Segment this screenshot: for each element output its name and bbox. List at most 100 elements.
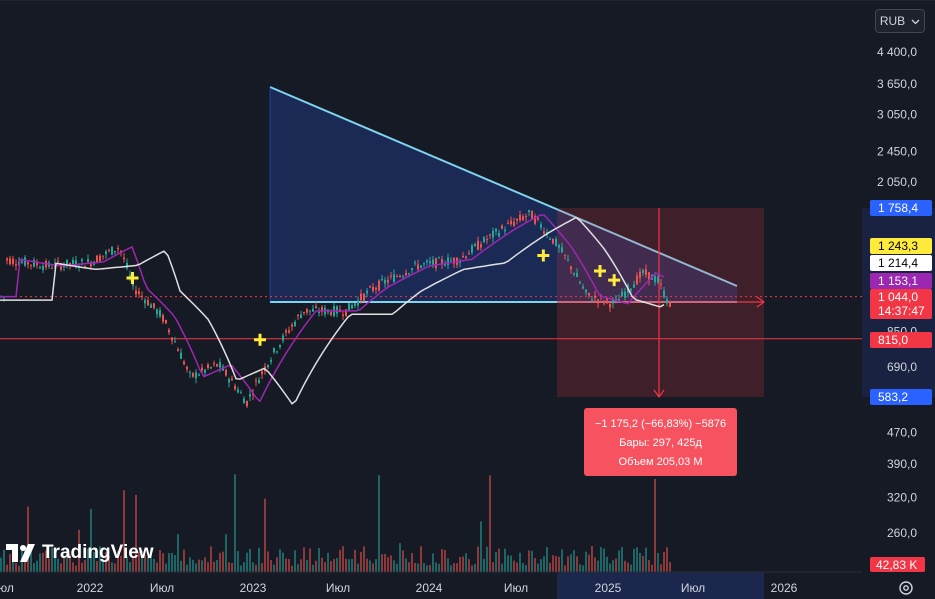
volume-bar [114, 563, 116, 572]
candle-body [405, 272, 407, 276]
candle-body [270, 359, 272, 362]
candle-body [522, 216, 524, 221]
volume-bar [354, 549, 356, 572]
candle-body [177, 349, 179, 352]
volume-bar [567, 556, 569, 572]
volume-bar [474, 564, 476, 572]
volume-bar [492, 562, 494, 572]
candle-body [642, 269, 644, 274]
volume-bar [45, 550, 47, 572]
candle-body [360, 293, 362, 301]
volume-bar [432, 553, 434, 572]
candle-body [417, 264, 419, 270]
candle-body [180, 352, 182, 359]
volume-bar [519, 552, 521, 572]
candle-body [621, 291, 623, 297]
volume-bar [75, 565, 77, 572]
volume-bar [174, 555, 176, 572]
candle-body [240, 392, 242, 394]
candle-body [399, 275, 401, 277]
candle-body [276, 351, 278, 353]
volume-bar [597, 560, 599, 572]
volume-bar [204, 557, 206, 572]
candle-body [336, 306, 338, 314]
volume-bar [528, 550, 530, 572]
volume-bar [525, 565, 527, 572]
candle-body [492, 230, 494, 238]
candle-body [564, 254, 566, 256]
candle-body [198, 374, 200, 376]
candle-body [603, 301, 605, 304]
volume-bar [99, 546, 101, 572]
price-tick-label: 320,0 [887, 491, 917, 505]
price-badge-label: 815,0 [878, 333, 908, 347]
candle-body [423, 263, 425, 265]
volume-bar [378, 475, 380, 572]
volume-bar [309, 548, 311, 572]
volume-bar [105, 552, 107, 572]
candle-body [495, 228, 497, 232]
volume-bar [165, 563, 167, 572]
volume-bar [189, 557, 191, 572]
volume-bar [465, 553, 467, 572]
candle-body [12, 258, 14, 264]
volume-bar [459, 557, 461, 572]
candle-body [30, 264, 32, 266]
candle-body [660, 283, 662, 285]
volume-bar [210, 546, 212, 572]
volume-bar [78, 529, 80, 572]
volume-bar [237, 551, 239, 572]
candle-body [576, 272, 578, 277]
volume-bar [216, 560, 218, 572]
volume-bar [0, 557, 2, 572]
volume-bar [303, 547, 305, 572]
volume-bar [552, 555, 554, 572]
volume-bar [126, 556, 128, 572]
volume-bar [549, 562, 551, 572]
volume-bar [318, 547, 320, 572]
candle-body [345, 309, 347, 316]
volume-bar [171, 552, 173, 572]
measure-h-arrow-head [756, 296, 766, 308]
candle-body [171, 337, 173, 341]
volume-bar [255, 564, 257, 572]
volume-bar [132, 556, 134, 572]
currency-selector[interactable]: RUB [875, 9, 925, 33]
candle-body [552, 238, 554, 244]
volume-badge [870, 557, 925, 572]
candle-body [645, 269, 647, 275]
candle-body [126, 262, 128, 269]
volume-bar [102, 559, 104, 572]
candle-body [51, 268, 53, 270]
volume-bar [390, 555, 392, 572]
candle-body [168, 329, 170, 333]
price-badge [870, 289, 932, 319]
volume-bar [330, 561, 332, 572]
tradingview-logo[interactable]: TradingView [6, 541, 154, 565]
volume-bar [576, 556, 578, 572]
gear-icon[interactable] [896, 578, 916, 598]
volume-bar [480, 521, 482, 572]
volume-bar [495, 552, 497, 572]
volume-bar [195, 563, 197, 572]
time-tick-label: 2023 [240, 581, 267, 595]
candle-body [129, 274, 131, 277]
candle-body [630, 288, 632, 291]
candle-body [81, 259, 83, 262]
chevron-down-icon [911, 14, 920, 28]
candle-body [528, 209, 530, 212]
volume-bar [642, 555, 644, 572]
volume-bar [231, 563, 233, 572]
volume-bar [336, 558, 338, 572]
candle-body [372, 286, 374, 291]
volume-bar [399, 543, 401, 572]
volume-bar [579, 564, 581, 572]
volume-bar [33, 563, 35, 572]
volume-bar [270, 559, 272, 572]
candle-body [90, 262, 92, 267]
volume-bar [183, 549, 185, 572]
volume-bar [192, 559, 194, 572]
volume-bar [504, 548, 506, 572]
